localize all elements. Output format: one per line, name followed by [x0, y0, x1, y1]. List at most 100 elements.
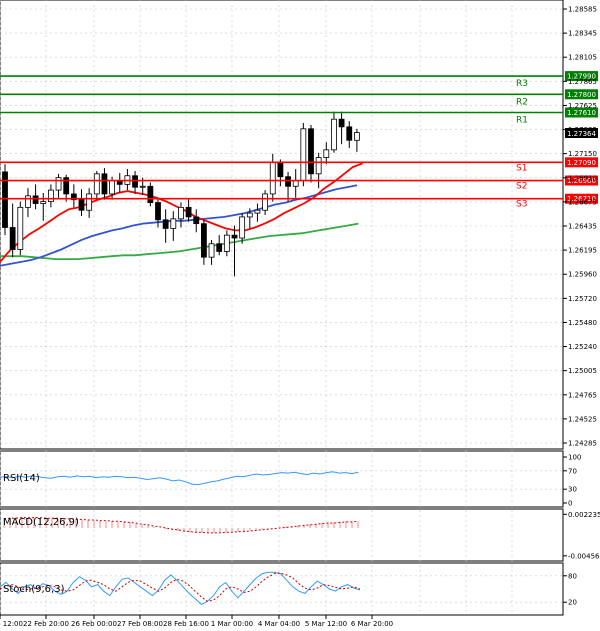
- candle-body: [32, 195, 39, 204]
- candle-body: [109, 180, 115, 195]
- rsi-label: RSI(14): [3, 473, 40, 484]
- price-tick-label: 1.25240: [568, 343, 597, 351]
- level-badge-value-s2: 1.26900: [567, 177, 596, 185]
- level-label-r3: R3: [516, 79, 528, 89]
- candle: [200, 219, 207, 265]
- candle-body: [323, 149, 330, 158]
- candle: [353, 128, 360, 152]
- price-tick-label: 1.25720: [568, 295, 597, 303]
- macd-label: MACD(12,26,9): [3, 517, 79, 528]
- pivot-levels: R3 1.27990 R2 1.27800 R1 1.27610 S1 1.27090 S2 1.…: [0, 71, 598, 210]
- candle-body: [93, 173, 100, 195]
- candle-body: [63, 177, 70, 195]
- candle-body: [292, 180, 299, 187]
- level-badge-value-s1: 1.27090: [567, 159, 596, 167]
- macd-signal-line: [3, 517, 359, 534]
- candle: [223, 230, 230, 257]
- price-tick-label: 1.26675: [568, 198, 597, 206]
- candle-body: [17, 206, 24, 250]
- candle: [262, 190, 269, 216]
- stoch-k-line: [0, 571, 361, 606]
- current-price-value: 1.27364: [567, 130, 596, 138]
- candle: [155, 197, 161, 228]
- candle: [239, 213, 246, 244]
- candle-body: [40, 201, 47, 204]
- candle-body: [315, 157, 322, 175]
- candle: [315, 152, 322, 189]
- price-tick-label: 1.26195: [568, 247, 597, 255]
- level-label-r1: R1: [516, 115, 528, 125]
- price-tick-label: 1.24525: [568, 415, 597, 423]
- candle: [308, 124, 314, 183]
- level-badge-r3: [565, 71, 598, 82]
- candle-body: [178, 206, 184, 220]
- level-label-s3: S3: [516, 200, 527, 210]
- candle: [346, 121, 353, 148]
- candle-body: [2, 171, 8, 228]
- level-badge-value-r1: 1.27610: [567, 109, 596, 117]
- price-tick-label: 1.28105: [568, 54, 597, 62]
- candle: [32, 184, 39, 210]
- candle-body: [139, 185, 146, 188]
- price-tick-label: 1.28585: [568, 6, 597, 14]
- candle: [231, 225, 238, 277]
- price-tick-label: 1.24285: [568, 440, 597, 448]
- candle-body: [132, 175, 138, 188]
- candle: [162, 209, 169, 243]
- level-badge-s2: [565, 175, 598, 186]
- candle: [246, 208, 253, 229]
- time-tick-label: 27 Feb 08:00: [117, 620, 163, 628]
- level-badge-r2: [565, 89, 598, 100]
- price-tick-label: 1.24765: [568, 391, 597, 399]
- candle: [48, 184, 54, 208]
- candle: [101, 168, 108, 200]
- candle-body: [162, 219, 169, 229]
- candle: [70, 184, 77, 208]
- stoch-label: Stoch(9,6,3): [3, 584, 65, 595]
- candle: [93, 170, 100, 200]
- stoch-tick-label: 80: [568, 572, 577, 580]
- price-tick-label: 1.27865: [568, 78, 597, 86]
- candle-body: [208, 243, 215, 258]
- candle: [285, 171, 291, 202]
- candle-body: [78, 199, 85, 211]
- candle-body: [48, 189, 54, 203]
- candle-body: [231, 234, 238, 239]
- time-tick-label: 1 Mar 00:00: [211, 620, 253, 628]
- macd-tick-label: -0.004561: [568, 552, 600, 560]
- candle-body: [338, 118, 345, 128]
- candle-body: [254, 209, 261, 214]
- candle: [17, 201, 24, 256]
- price-tick-label: 1.25480: [568, 319, 597, 327]
- time-tick-label: 5 Mar 12:00: [305, 620, 347, 628]
- candle-body: [300, 128, 307, 181]
- candle: [185, 198, 192, 222]
- rsi-line: [0, 471, 359, 486]
- candle-body: [277, 161, 284, 178]
- candlesticks: [2, 111, 360, 277]
- candle-body: [285, 176, 291, 187]
- rsi-tick-label: 30: [568, 486, 577, 494]
- time-tick-label: 26 Feb 00:00: [71, 620, 117, 628]
- candle: [338, 111, 345, 145]
- candle: [63, 174, 70, 202]
- candle: [132, 170, 138, 194]
- candle: [86, 188, 93, 218]
- candle-body: [262, 193, 269, 211]
- main-panel: [0, 0, 564, 450]
- price-tick-label: 1.25960: [568, 271, 597, 279]
- level-badge-value-s3: 1.26710: [567, 195, 596, 203]
- candle-body: [70, 193, 77, 201]
- candle: [55, 173, 62, 198]
- candle-body: [147, 185, 154, 203]
- candle-body: [86, 193, 93, 211]
- candle-body: [155, 202, 161, 221]
- candle: [323, 142, 330, 165]
- candle-body: [55, 177, 62, 191]
- candle-body: [25, 195, 31, 208]
- candle: [9, 203, 16, 258]
- candle: [40, 192, 47, 221]
- candle: [208, 239, 215, 265]
- price-tick-label: 1.28345: [568, 30, 597, 38]
- candle: [300, 123, 307, 187]
